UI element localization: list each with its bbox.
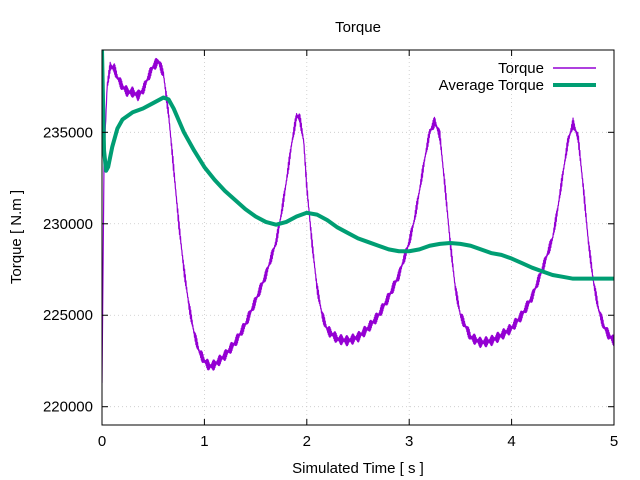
x-tick-label: 4 xyxy=(507,433,515,450)
axis-ticks: 0 1 2 3 4 5 220000 225000 230000 235000 xyxy=(43,50,618,450)
x-tick-label: 2 xyxy=(303,433,311,450)
legend-label-average-torque: Average Torque xyxy=(439,77,544,94)
x-tick-label: 5 xyxy=(610,433,618,450)
y-axis-label: Torque [ N.m ] xyxy=(8,190,25,284)
y-tick-label: 220000 xyxy=(43,399,93,416)
series-area xyxy=(102,50,614,383)
chart-title: Torque xyxy=(335,19,381,36)
x-axis-label: Simulated Time [ s ] xyxy=(292,460,424,477)
legend: Torque Average Torque xyxy=(439,60,596,94)
series-line-torque xyxy=(102,57,614,383)
x-tick-label: 1 xyxy=(200,433,208,450)
y-tick-label: 225000 xyxy=(43,307,93,324)
plot-frame xyxy=(101,49,615,426)
x-tick-label: 0 xyxy=(98,433,106,450)
x-tick-label: 3 xyxy=(405,433,413,450)
series-line-average-torque xyxy=(102,50,614,281)
y-tick-label: 230000 xyxy=(43,216,93,233)
legend-label-torque: Torque xyxy=(498,60,544,77)
y-tick-label: 235000 xyxy=(43,124,93,141)
